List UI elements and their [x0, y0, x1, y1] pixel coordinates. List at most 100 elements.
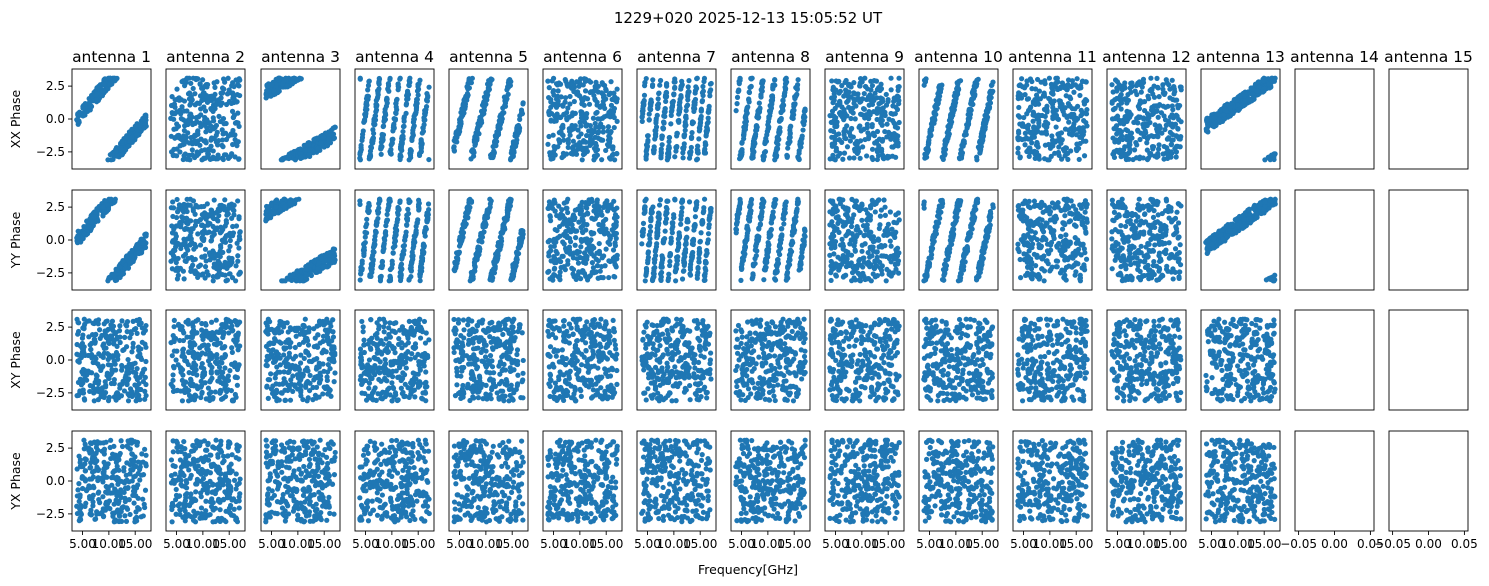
data-point: [778, 117, 784, 123]
data-point: [321, 134, 327, 140]
data-point: [847, 138, 853, 144]
data-point: [202, 147, 208, 153]
data-point: [407, 146, 414, 153]
data-point: [210, 115, 216, 121]
data-point: [646, 111, 652, 117]
data-point: [1156, 102, 1163, 108]
data-point: [579, 146, 585, 152]
data-point: [855, 95, 861, 101]
data-point: [178, 111, 184, 117]
data-point: [746, 97, 752, 103]
data-point: [394, 107, 400, 113]
panel-r1-c12: [1106, 68, 1187, 170]
data-point: [777, 129, 783, 135]
data-point: [1114, 131, 1120, 137]
data-point: [365, 93, 371, 99]
data-point: [213, 139, 219, 145]
data-point: [1080, 138, 1087, 144]
panel-r2-c4: [354, 189, 435, 291]
data-point: [208, 137, 214, 143]
data-point: [755, 112, 761, 118]
data-point: [227, 271, 233, 277]
data-point: [888, 87, 894, 93]
data-point: [555, 98, 561, 104]
data-point: [546, 85, 552, 91]
data-point: [182, 118, 188, 124]
data-point: [836, 137, 842, 143]
antenna-title-14: antenna 14: [1290, 48, 1379, 66]
figure-xlabel: Frequency[GHz]: [698, 562, 798, 577]
data-point: [496, 123, 502, 129]
data-point: [1155, 114, 1161, 120]
data-point: [74, 118, 81, 124]
data-point: [971, 83, 977, 89]
data-point: [591, 153, 598, 159]
data-point: [869, 146, 876, 152]
data-point: [751, 136, 757, 142]
data-point: [214, 155, 220, 161]
data-point: [1249, 91, 1256, 97]
data-point: [95, 84, 101, 91]
data-point: [744, 106, 750, 112]
panel-r1-c13: [1200, 68, 1281, 170]
data-point: [393, 97, 400, 103]
data-point: [694, 85, 700, 91]
data-point: [225, 75, 231, 81]
data-point: [282, 204, 288, 210]
data-point: [555, 114, 562, 120]
data-point: [225, 211, 231, 217]
data-point: [674, 130, 680, 136]
data-point: [94, 206, 100, 212]
panel-r1-c5: [448, 68, 529, 170]
data-point: [132, 123, 138, 129]
data-point: [762, 138, 768, 144]
data-point: [565, 140, 571, 146]
data-point: [297, 146, 304, 152]
data-point: [672, 79, 678, 85]
data-point: [641, 83, 648, 89]
data-point: [188, 218, 194, 224]
data-point: [1139, 99, 1145, 105]
data-point: [1134, 91, 1140, 98]
data-point: [187, 242, 193, 248]
data-point: [983, 118, 989, 125]
data-point: [800, 127, 806, 133]
data-point: [943, 140, 949, 147]
data-point: [1112, 105, 1118, 111]
data-point: [359, 137, 365, 144]
data-point: [264, 214, 270, 221]
data-point: [119, 138, 125, 144]
data-point: [832, 123, 838, 130]
data-point: [963, 128, 969, 135]
data-point: [1110, 135, 1116, 141]
data-point: [1165, 152, 1171, 158]
data-point: [298, 154, 304, 160]
data-point: [780, 97, 786, 103]
data-point: [235, 81, 241, 88]
data-point: [583, 112, 589, 118]
data-point: [397, 152, 403, 158]
data-point: [184, 156, 190, 162]
y-tick-label: 2.5: [46, 200, 65, 214]
data-point: [173, 214, 180, 221]
data-point: [451, 147, 457, 153]
data-point: [1211, 124, 1217, 130]
data-point: [114, 153, 120, 159]
data-point: [179, 137, 185, 143]
data-point: [736, 156, 743, 162]
data-point: [595, 89, 601, 95]
data-point: [1137, 114, 1143, 120]
data-point: [232, 154, 238, 160]
data-point: [211, 261, 217, 267]
data-point: [1134, 142, 1140, 148]
data-point: [520, 101, 526, 107]
data-point: [208, 106, 215, 113]
data-point: [985, 105, 991, 111]
data-point: [1161, 113, 1167, 119]
data-point: [216, 269, 222, 275]
data-point: [877, 87, 883, 94]
data-point: [386, 88, 392, 94]
data-point: [851, 80, 857, 86]
data-point: [643, 156, 649, 162]
panel-r1-c2: [165, 68, 246, 170]
